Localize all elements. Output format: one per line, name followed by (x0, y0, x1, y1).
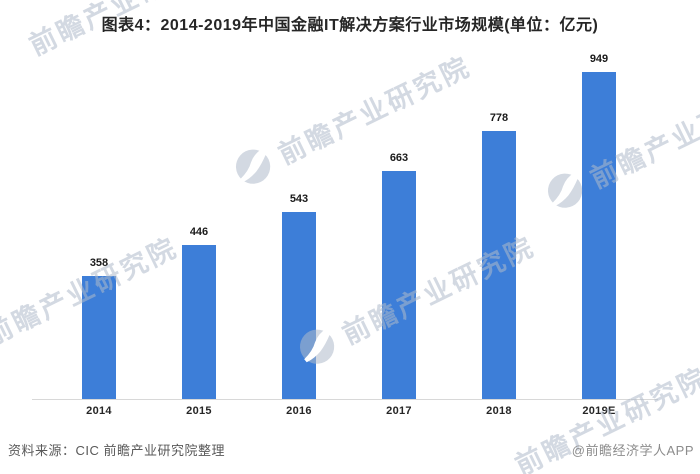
bar-2014 (82, 276, 116, 399)
x-axis-tick-label: 2016 (286, 405, 312, 417)
chart-title: 图表4：2014-2019年中国金融IT解决方案行业市场规模(单位：亿元) (101, 17, 599, 34)
bar-value-label: 358 (89, 257, 109, 269)
bar-value-label: 949 (589, 53, 609, 65)
x-axis-tick-label: 2018 (486, 405, 512, 417)
bar-value-label: 446 (189, 226, 209, 238)
bar-2019E (582, 72, 616, 399)
bar-value-label: 543 (289, 193, 309, 205)
bar-2018 (482, 131, 516, 399)
source-note: 资料来源：CIC 前瞻产业研究院整理 (8, 443, 226, 458)
bar-value-label: 778 (489, 112, 509, 124)
credit-note: @前瞻经济学人APP (571, 443, 694, 458)
x-axis-tick-label: 2017 (386, 405, 412, 417)
bar-2015 (182, 245, 216, 399)
bar-2016 (282, 212, 316, 399)
x-axis-tick-label: 2015 (186, 405, 212, 417)
x-axis-tick-label: 2019E (582, 405, 616, 417)
x-axis-line (32, 399, 658, 400)
bar-2017 (382, 171, 416, 399)
x-axis-tick-label: 2014 (86, 405, 112, 417)
bar-value-label: 663 (389, 152, 409, 164)
